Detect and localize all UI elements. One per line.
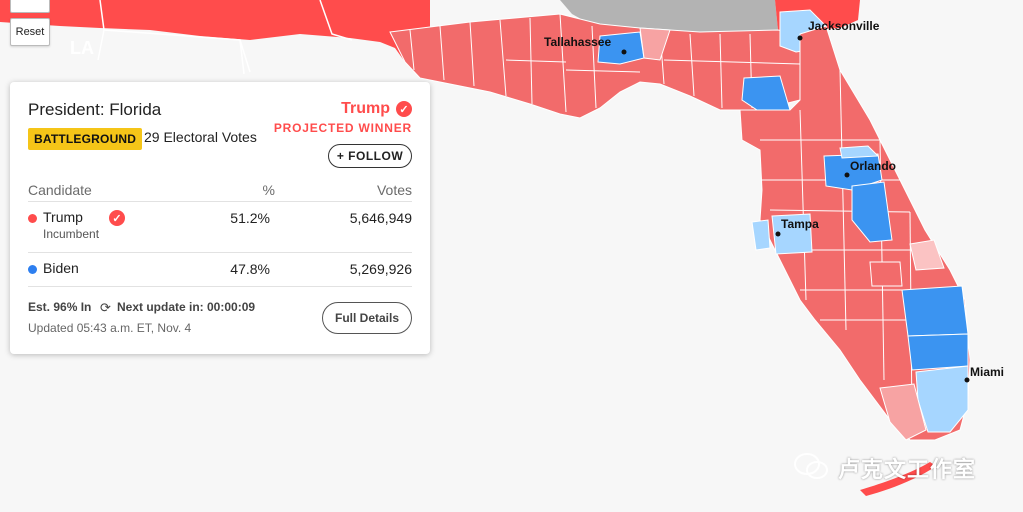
city-tallahassee[interactable]: Tallahassee [544, 35, 627, 55]
county-broward[interactable] [907, 333, 969, 371]
estimated-in: Est. 96% In [28, 300, 92, 314]
candidate-votes: 5,269,926 [349, 261, 412, 277]
county-hillsborough[interactable] [771, 213, 813, 255]
winner-check-icon: ✓ [109, 210, 125, 226]
florida-keys [860, 462, 936, 496]
reset-button[interactable]: Reset [10, 18, 50, 46]
county-palm-beach[interactable] [901, 285, 969, 337]
header-pct: % [262, 182, 275, 198]
city-miami[interactable]: Miami [964, 365, 1005, 383]
county-osceola[interactable] [851, 181, 893, 243]
updated-timestamp: Updated 05:43 a.m. ET, Nov. 4 [28, 321, 192, 335]
candidate-color-dot [28, 214, 37, 223]
watermark-text: 卢克文工作室 [838, 457, 977, 482]
race-results-card: President: Florida BATTLEGROUND 29 Elect… [10, 82, 430, 354]
projected-winner-name: Trump [341, 100, 390, 117]
county-seminole[interactable] [839, 145, 880, 159]
winner-check-icon: ✓ [396, 101, 412, 117]
divider [28, 201, 412, 202]
city-label-miami: Miami [970, 365, 1004, 379]
city-jacksonville[interactable]: Jacksonville [797, 19, 880, 41]
county-st-lucie[interactable] [909, 239, 945, 271]
lake-okeechobee [869, 261, 903, 287]
georgia-region [560, 0, 778, 32]
city-tampa[interactable]: Tampa [775, 217, 820, 237]
projected-winner-label: PROJECTED WINNER [273, 121, 412, 135]
city-label-tampa: Tampa [781, 217, 819, 231]
candidate-name: Biden [43, 260, 79, 276]
city-label-jacksonville: Jacksonville [808, 19, 880, 33]
candidate-votes: 5,646,949 [349, 210, 412, 226]
header-candidate: Candidate [28, 182, 92, 198]
county-gadsden[interactable] [639, 27, 671, 61]
county-monroe[interactable] [879, 383, 927, 441]
refresh-icon: ⟳ [100, 300, 111, 315]
county-leon[interactable] [597, 31, 645, 65]
city-orlando[interactable]: Orlando [844, 159, 897, 178]
divider [28, 286, 412, 287]
full-details-button[interactable]: Full Details [322, 302, 412, 334]
divider [28, 252, 412, 253]
zoom-out-button[interactable] [10, 0, 50, 13]
city-label-tallahassee: Tallahassee [544, 35, 611, 49]
electoral-votes: 29 Electoral Votes [144, 129, 257, 145]
louisiana-region[interactable] [0, 0, 430, 76]
wechat-icon [794, 453, 828, 479]
florida-panhandle[interactable] [389, 13, 801, 119]
header-votes: Votes [376, 182, 412, 198]
candidate-pct: 47.8% [230, 261, 270, 277]
candidate-pct: 51.2% [230, 210, 270, 226]
candidate-color-dot [28, 265, 37, 274]
city-label-orlando: Orlando [850, 159, 896, 173]
candidate-name: Trump [43, 209, 83, 225]
battleground-badge: BATTLEGROUND [28, 128, 143, 150]
next-update-countdown: Next update in: 00:00:09 [117, 300, 256, 314]
follow-button[interactable]: + FOLLOW [328, 144, 412, 168]
candidate-incumbent-label: Incumbent [43, 227, 100, 241]
race-title: President: Florida [28, 100, 162, 119]
state-label-la: LA [70, 38, 94, 58]
county-pinellas[interactable] [751, 219, 771, 251]
